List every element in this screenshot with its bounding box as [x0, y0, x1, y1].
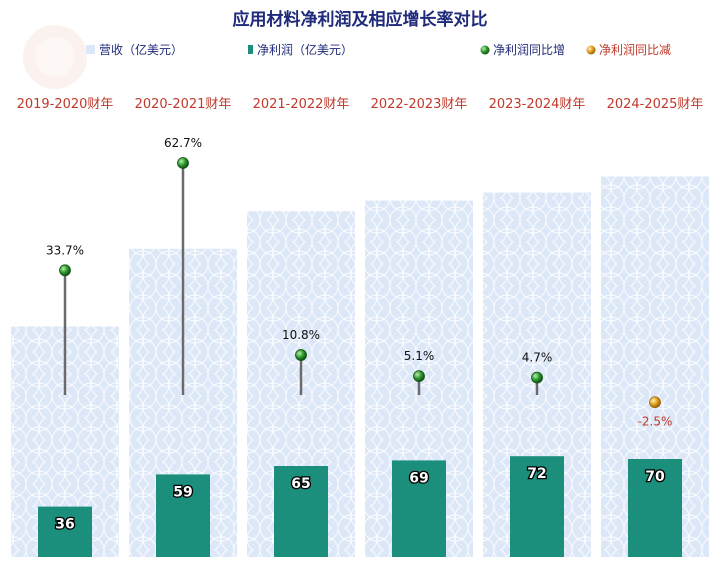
category-label: 2022-2023财年 [371, 97, 468, 112]
growth-marker [59, 264, 71, 277]
chart-title: 应用材料净利润及相应增长率对比 [233, 9, 488, 30]
legend-swatch-net-profit [248, 45, 253, 54]
net-profit-value-label: 69 [409, 470, 428, 486]
category-label: 2024-2025财年 [607, 97, 704, 112]
net-profit-value-label: 65 [291, 476, 310, 492]
category-label: 2019-2020财年 [17, 97, 114, 112]
net-profit-bar [274, 466, 328, 557]
net-profit-value-label: 59 [173, 484, 192, 500]
growth-label: 33.7% [46, 243, 84, 257]
legend-marker-growth-down [586, 45, 596, 55]
watermark-logo [23, 25, 87, 89]
growth-marker [413, 370, 425, 383]
net-profit-value-label: 70 [645, 469, 665, 485]
net-profit-bar [38, 506, 92, 557]
legend-label-growth-down: 净利润同比减 [599, 43, 671, 57]
legend-swatch-revenue [86, 45, 95, 54]
growth-marker [295, 349, 307, 361]
category-label: 2020-2021财年 [135, 97, 232, 112]
growth-label: 10.8% [282, 328, 320, 342]
legend-marker-growth-up [480, 45, 490, 55]
legend-label-growth-up: 净利润同比增 [493, 43, 565, 57]
growth-marker [531, 371, 543, 384]
growth-marker [649, 396, 661, 409]
category-label: 2021-2022财年 [253, 97, 350, 112]
net-profit-value-label: 72 [527, 466, 546, 482]
legend-label-net-profit: 净利润（亿美元） [257, 42, 353, 57]
net-profit-bar [392, 460, 446, 557]
legend: 营收（亿美元） 净利润（亿美元） 净利润同比增 净利润同比减 [86, 42, 671, 57]
growth-label: -2.5% [638, 414, 673, 428]
plot-area: 2019-2020财年 36 33.7% 2020-2021财年 59 62.7% 2021… [11, 97, 709, 558]
net-profit-bar [510, 456, 564, 557]
net-profit-value-label: 36 [55, 517, 74, 533]
net-profit-bar [156, 474, 210, 557]
growth-marker [177, 157, 189, 169]
legend-label-revenue: 营收（亿美元） [99, 42, 183, 57]
growth-label: 62.7% [164, 136, 202, 150]
category-label: 2023-2024财年 [489, 97, 586, 112]
net-profit-bar [628, 459, 682, 557]
growth-label: 4.7% [522, 351, 553, 365]
growth-label: 5.1% [404, 349, 435, 363]
